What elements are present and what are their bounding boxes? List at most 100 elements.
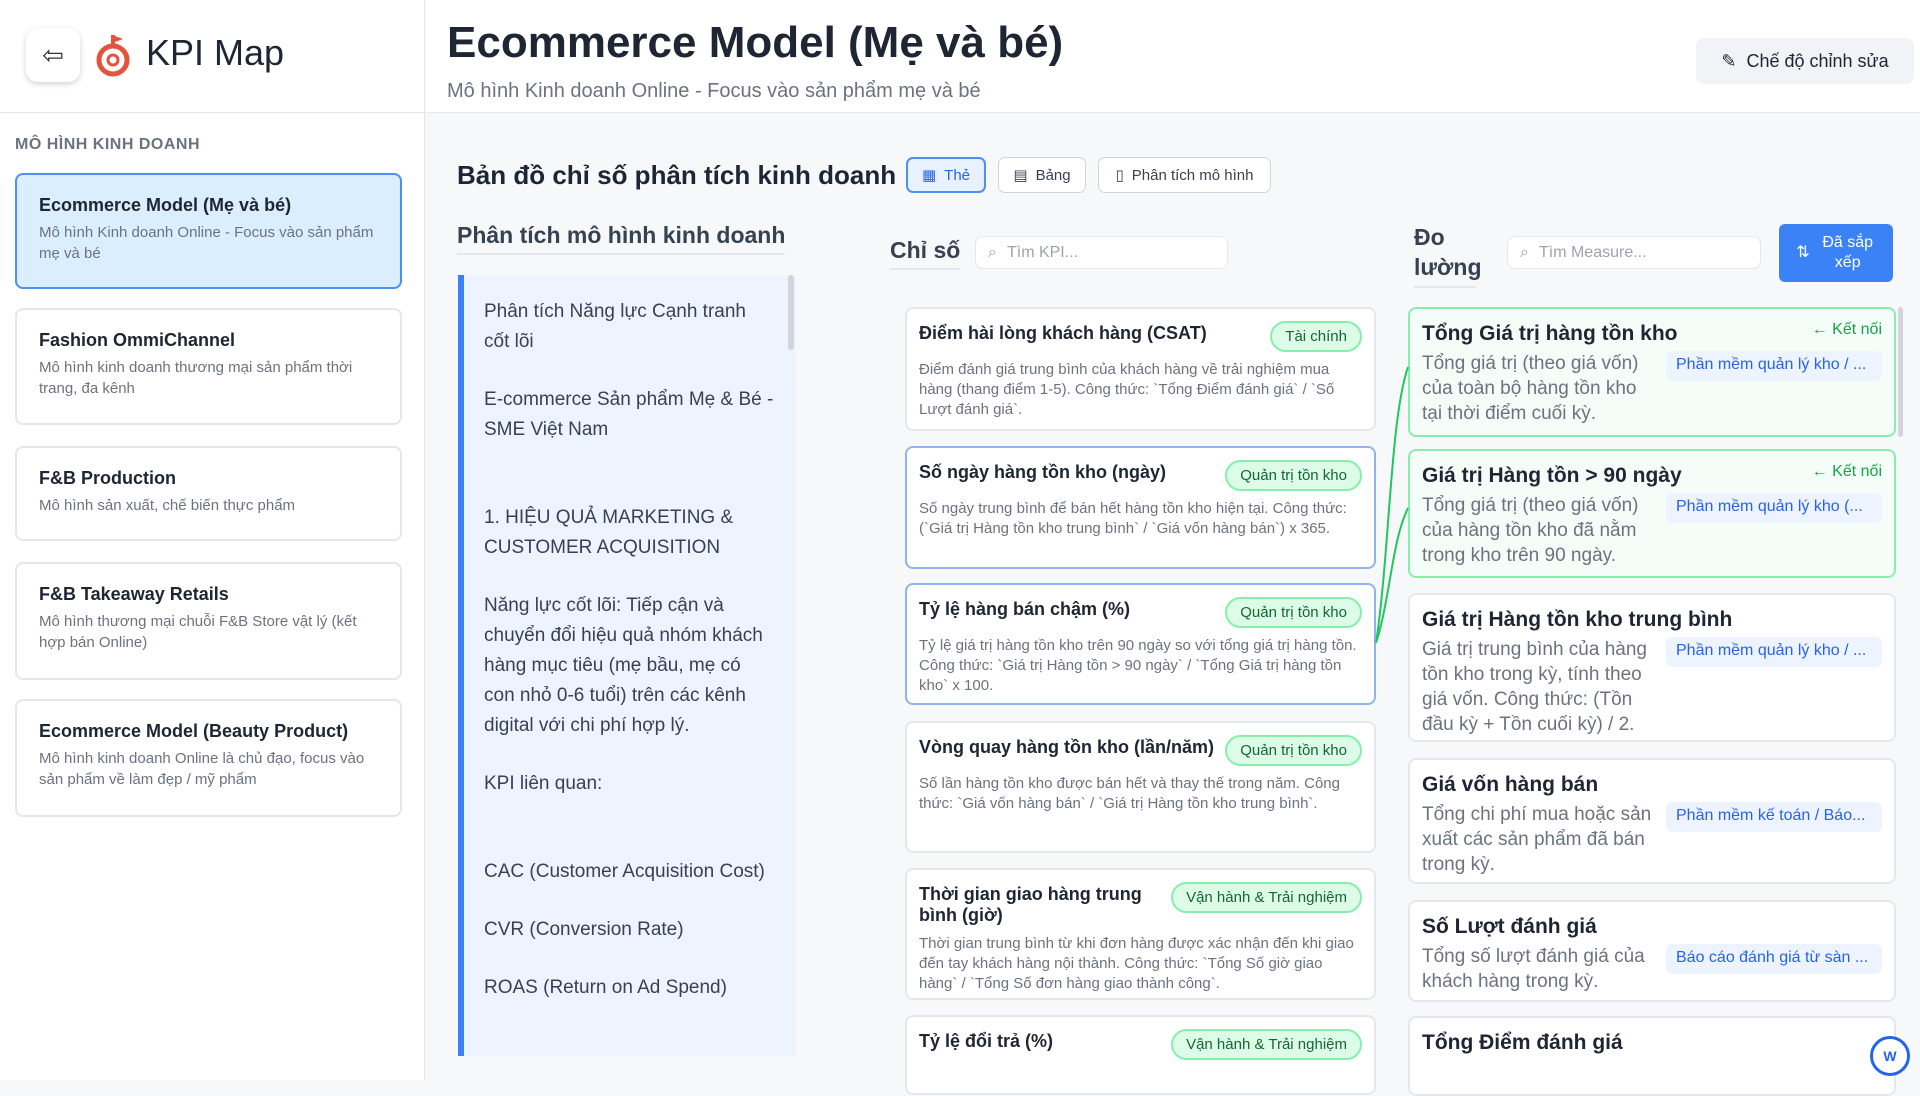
measure-card-title: Giá trị Hàng tồn > 90 ngày	[1422, 464, 1682, 487]
kpi-category-tag: Vận hành & Trải nghiệm	[1171, 882, 1362, 913]
item-desc: Mô hình kinh doanh thương mại sản phẩm t…	[39, 359, 353, 397]
measure-card[interactable]: ← Kết nối Giá trị Hàng tồn > 90 ngày Tổng …	[1408, 449, 1896, 578]
kpi-card-title: Tỷ lệ đổi trả (%)	[919, 1031, 1054, 1051]
map-title: Bản đồ chỉ số phân tích kinh doanh	[457, 160, 897, 190]
item-desc: Mô hình kinh doanh Online là chủ đạo, fo…	[39, 750, 365, 788]
measure-scrollbar[interactable]	[1898, 307, 1903, 437]
sort-label: Đã sắp xếp	[1822, 234, 1874, 271]
measure-search-input[interactable]: ⌕ Tìm Measure...	[1507, 236, 1761, 269]
analysis-paragraph: Phân tích Năng lực Cạnh tranh cốt lõi	[484, 301, 746, 352]
data-source-badge[interactable]: Phần mềm quản lý kho / ...	[1666, 637, 1882, 667]
kpi-card-desc: Số ngày trung bình để bán hết hàng tồn k…	[919, 500, 1347, 537]
sort-icon: ⇅	[1796, 244, 1810, 261]
grid-icon: ▦	[921, 167, 937, 184]
measure-card-desc: Tổng giá trị (theo giá vốn) của hàng tồn…	[1422, 495, 1639, 566]
kpi-category-tag: Quản trị tồn kho	[1225, 597, 1362, 628]
arrow-left-circle-icon: ⇦	[42, 39, 64, 70]
kpi-card[interactable]: Vòng quay hàng tồn kho (lần/năm) Quản trị…	[905, 721, 1376, 853]
search-icon: ⌕	[1520, 243, 1529, 261]
floating-widget-button[interactable]: W	[1870, 1036, 1910, 1076]
sort-button[interactable]: ⇅ Đã sắp xếp	[1779, 224, 1893, 282]
item-title: F&B Production	[39, 468, 176, 488]
page-header: Ecommerce Model (Mẹ và bé) Mô hình Kinh …	[426, 0, 1920, 113]
tab-label: Bảng	[1035, 166, 1071, 184]
tab-model-analysis[interactable]: ▯ Phân tích mô hình	[1098, 157, 1271, 193]
data-source-badge[interactable]: Phần mềm kế toán / Báo...	[1666, 802, 1882, 832]
document-icon: ▯	[1115, 167, 1124, 184]
kpi-card-title: Số ngày hàng tồn kho (ngày)	[919, 462, 1166, 482]
kpi-card[interactable]: Số ngày hàng tồn kho (ngày) Quản trị tồn …	[905, 446, 1376, 569]
analysis-scrollbar[interactable]	[788, 275, 794, 350]
analysis-paragraph: Năng lực cốt lõi: Tiếp cận và chuyển đổi…	[484, 595, 763, 736]
connection-lines	[1375, 366, 1409, 644]
kpi-card-title: Thời gian giao hàng trung bình (giờ)	[919, 884, 1142, 925]
search-placeholder: Tìm KPI...	[1006, 243, 1079, 261]
sidebar-section-label: MÔ HÌNH KINH DOANH	[15, 136, 200, 153]
app-title: KPI Map	[146, 32, 285, 73]
search-placeholder: Tìm Measure...	[1538, 243, 1647, 261]
data-source-badge[interactable]: Phần mềm quản lý kho (...	[1666, 493, 1882, 523]
edit-mode-label: Chế độ chỉnh sửa	[1746, 50, 1889, 71]
edit-mode-button[interactable]: ✎ Chế độ chỉnh sửa	[1696, 38, 1914, 84]
sidebar-item-fashion[interactable]: Fashion OmmiChannel Mô hình kinh doanh th…	[15, 308, 402, 425]
item-desc: Mô hình sản xuất, chế biến thực phẩm	[39, 497, 296, 514]
analysis-paragraph: 1. HIỆU QUẢ MARKETING & CUSTOMER ACQUISI…	[484, 507, 734, 558]
target-icon	[96, 35, 130, 77]
sidebar-item-ecommerce-me-be[interactable]: Ecommerce Model (Mẹ và bé) Mô hình Kinh d…	[15, 173, 402, 289]
pencil-icon: ✎	[1721, 50, 1737, 71]
tab-label: Thẻ	[944, 166, 971, 184]
kpi-category-tag: Quản trị tồn kho	[1225, 735, 1362, 766]
tab-table[interactable]: ▤ Bảng	[998, 157, 1086, 193]
measure-card[interactable]: ← Kết nối Tổng Giá trị hàng tồn kho Tổng g…	[1408, 307, 1896, 437]
analysis-paragraph: CVR (Conversion Rate)	[484, 919, 684, 940]
sidebar-item-fb-production[interactable]: F&B Production Mô hình sản xuất, chế biến…	[15, 446, 402, 541]
measure-card-title: Giá trị Hàng tồn kho trung bình	[1422, 608, 1733, 631]
measure-card-desc: Giá trị trung bình của hàng tồn kho tron…	[1422, 639, 1647, 735]
tab-cards[interactable]: ▦ Thẻ	[906, 157, 986, 193]
sidebar: ⇦ KPI Map MÔ HÌNH KINH DOANH Ecommerce M…	[0, 0, 425, 1080]
measure-card[interactable]: Tổng Điểm đánh giá	[1408, 1016, 1896, 1096]
item-desc: Mô hình Kinh doanh Online - Focus vào sả…	[39, 224, 374, 262]
connect-link[interactable]: ← Kết nối	[1811, 463, 1882, 480]
analysis-title: Phân tích mô hình kinh doanh	[457, 222, 786, 255]
kpi-category-tag: Quản trị tồn kho	[1225, 460, 1362, 491]
kpi-card-desc: Thời gian trung bình từ khi đơn hàng đượ…	[919, 935, 1354, 992]
kpi-card[interactable]: Tỷ lệ hàng bán chậm (%) Quản trị tồn kho T…	[905, 583, 1376, 705]
kpi-category-tag: Vận hành & Trải nghiệm	[1171, 1029, 1362, 1060]
sidebar-item-beauty[interactable]: Ecommerce Model (Beauty Product) Mô hình …	[15, 699, 402, 817]
data-source-badge[interactable]: Phần mềm quản lý kho / ...	[1666, 351, 1882, 381]
kpi-category-tag: Tài chính	[1270, 321, 1362, 352]
item-title: Ecommerce Model (Mẹ và bé)	[39, 195, 292, 215]
kpi-search-input[interactable]: ⌕ Tìm KPI...	[975, 236, 1228, 269]
page-title: Ecommerce Model (Mẹ và bé)	[447, 18, 1064, 67]
measure-card[interactable]: Giá vốn hàng bán Tổng chi phí mua hoặc sả…	[1408, 758, 1896, 884]
widget-icon: W	[1883, 1048, 1897, 1064]
back-button[interactable]: ⇦	[26, 28, 80, 82]
data-source-badge[interactable]: Báo cáo đánh giá từ sàn ...	[1666, 944, 1882, 974]
analysis-paragraph: CAC (Customer Acquisition Cost)	[484, 861, 765, 882]
kpi-card-desc: Điểm đánh giá trung bình của khách hàng …	[919, 361, 1335, 418]
connection-line	[1375, 366, 1409, 644]
kpi-card[interactable]: Tỷ lệ đổi trả (%) Vận hành & Trải nghiệm	[905, 1015, 1376, 1095]
measure-card-title: Tổng Giá trị hàng tồn kho	[1422, 322, 1678, 345]
measure-card[interactable]: Số Lượt đánh giá Tổng số lượt đánh giá củ…	[1408, 900, 1896, 1002]
measure-card-desc: Tổng giá trị (theo giá vốn) của toàn bộ …	[1422, 353, 1639, 424]
connect-link[interactable]: ← Kết nối	[1811, 321, 1882, 338]
measure-card-title: Số Lượt đánh giá	[1422, 915, 1597, 938]
kpi-card-desc: Tỷ lệ giá trị hàng tồn kho trên 90 ngày …	[919, 637, 1357, 694]
measure-card[interactable]: Giá trị Hàng tồn kho trung bình Giá trị t…	[1408, 593, 1896, 742]
kpi-card[interactable]: Điểm hài lòng khách hàng (CSAT) Tài chính…	[905, 307, 1376, 431]
kpi-card[interactable]: Thời gian giao hàng trung bình (giờ) Vận …	[905, 868, 1376, 1000]
item-desc: Mô hình thương mại chuỗi F&B Store vật l…	[39, 613, 357, 651]
search-icon: ⌕	[988, 243, 997, 261]
sidebar-item-fb-takeaway[interactable]: F&B Takeaway Retails Mô hình thương mại c…	[15, 562, 402, 680]
analysis-paragraph: E-commerce Sản phẩm Mẹ & Bé - SME Việt N…	[484, 389, 774, 440]
measure-card-desc: Tổng số lượt đánh giá của khách hàng tro…	[1422, 946, 1645, 992]
kpi-card-title: Điểm hài lòng khách hàng (CSAT)	[919, 323, 1207, 343]
kpi-card-title: Tỷ lệ hàng bán chậm (%)	[919, 599, 1131, 619]
analysis-panel: Phân tích Năng lực Cạnh tranh cốt lõi E-…	[458, 275, 796, 1056]
table-icon: ▤	[1013, 167, 1028, 184]
connection-line	[1375, 507, 1409, 644]
kpi-card-title: Vòng quay hàng tồn kho (lần/năm)	[919, 737, 1214, 757]
item-title: Fashion OmmiChannel	[39, 330, 236, 350]
